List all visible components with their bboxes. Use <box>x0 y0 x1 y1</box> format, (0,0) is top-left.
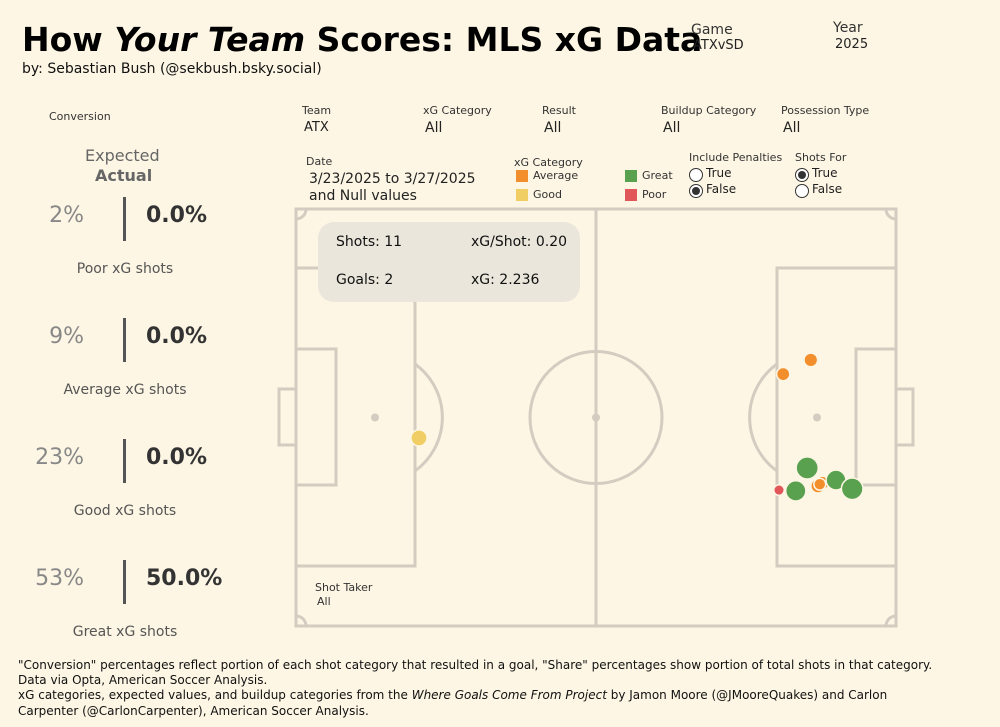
penalties-option-label: False <box>706 182 737 196</box>
footer-source: Data via Opta, American Soccer Analysis. <box>18 673 268 687</box>
penalties-label: Include Penalties <box>689 151 783 164</box>
result-filter[interactable]: All <box>544 120 562 136</box>
team-filter-label: Team <box>302 104 332 117</box>
buildup-filter[interactable]: All <box>663 120 681 136</box>
divider <box>123 197 126 241</box>
shot-taker-filter[interactable]: All <box>317 595 331 608</box>
year-filter-label: Year <box>833 20 863 36</box>
shots_for-option-label: False <box>812 182 843 196</box>
footer-credit: xG categories, expected values, and buil… <box>18 688 888 702</box>
expected-label: Expected <box>85 146 160 165</box>
divider <box>123 439 126 483</box>
shot-taker-label: Shot Taker <box>315 581 373 594</box>
legend-swatch-poor <box>625 189 637 201</box>
footer-credit-cont: Carpenter (@CarlonCarpenter), American S… <box>18 704 369 718</box>
goals-stat: Goals: 2 <box>336 272 394 288</box>
shot-point[interactable] <box>784 480 807 502</box>
shot-point[interactable] <box>775 366 791 382</box>
actual-conversion: 0.0% <box>146 203 208 228</box>
pitch-lines <box>277 207 915 628</box>
legend-label: Poor <box>642 188 667 201</box>
expected-conversion: 23% <box>35 445 84 470</box>
legend-label: Average <box>533 169 579 182</box>
xg-per-shot-stat: xG/Shot: 0.20 <box>471 234 568 250</box>
year-filter[interactable]: 2025 <box>835 37 869 52</box>
pitch-spot <box>592 413 600 422</box>
xg-stat: xG: 2.236 <box>471 272 540 288</box>
legend-swatch-good <box>516 189 528 201</box>
category-label: Average xG shots <box>63 382 187 398</box>
shot-point[interactable] <box>772 484 786 497</box>
game-filter-label: Game <box>691 22 733 38</box>
category-label: Poor xG shots <box>76 261 174 277</box>
result-filter-label: Result <box>542 104 576 117</box>
legend-swatch-great <box>625 170 637 182</box>
actual-conversion: 0.0% <box>146 445 208 470</box>
shot-point[interactable] <box>840 477 864 501</box>
actual-conversion: 50.0% <box>146 566 223 591</box>
shots_for-radio-false[interactable] <box>795 184 809 198</box>
expected-conversion: 53% <box>35 566 84 591</box>
penalties-option-label: True <box>706 166 732 180</box>
page-title: How Your Team Scores: MLS xG Data <box>22 20 703 59</box>
possession-filter[interactable]: All <box>783 120 801 136</box>
shot-point[interactable] <box>795 456 819 480</box>
date-filter-label: Date <box>306 155 333 168</box>
shots-stat: Shots: 11 <box>336 234 403 250</box>
xg-category-filter-label: xG Category <box>423 104 492 117</box>
penalties-radio-true[interactable] <box>689 168 703 182</box>
shots_for-option-label: True <box>812 166 838 180</box>
legend-swatch-average <box>516 170 528 182</box>
legend-title: xG Category <box>514 156 583 169</box>
penalties-radio-false[interactable] <box>689 184 703 198</box>
legend-label: Good <box>533 188 562 201</box>
divider <box>123 318 126 362</box>
category-label: Good xG shots <box>73 503 177 519</box>
shot-point[interactable] <box>813 477 827 491</box>
actual-label: Actual <box>95 166 153 185</box>
footer-note: "Conversion" percentages reflect portion… <box>18 658 933 672</box>
actual-conversion: 0.0% <box>146 324 208 349</box>
legend-label: Great <box>642 169 673 182</box>
byline: by: Sebastian Bush (@sekbush.bsky.social… <box>22 61 322 77</box>
expected-conversion: 9% <box>49 324 84 349</box>
buildup-filter-label: Buildup Category <box>661 104 757 117</box>
expected-conversion: 2% <box>49 203 84 228</box>
shot-point[interactable] <box>410 429 428 447</box>
pitch-spot <box>813 413 821 422</box>
shot-point[interactable] <box>803 352 819 368</box>
pitch-spot <box>371 413 379 422</box>
divider <box>123 560 126 604</box>
team-filter[interactable]: ATX <box>304 120 329 135</box>
xg-category-filter[interactable]: All <box>425 120 443 136</box>
shots_for-radio-true[interactable] <box>795 168 809 182</box>
shots-for-label: Shots For <box>795 151 847 164</box>
possession-filter-label: Possession Type <box>781 104 870 117</box>
game-filter[interactable]: ATXvSD <box>693 38 744 53</box>
date-null-values: and Null values <box>309 188 417 204</box>
date-range[interactable]: 3/23/2025 to 3/27/2025 <box>309 171 476 187</box>
conversion-title: Conversion <box>49 110 111 123</box>
category-label: Great xG shots <box>72 624 178 640</box>
stats-box <box>318 222 580 302</box>
